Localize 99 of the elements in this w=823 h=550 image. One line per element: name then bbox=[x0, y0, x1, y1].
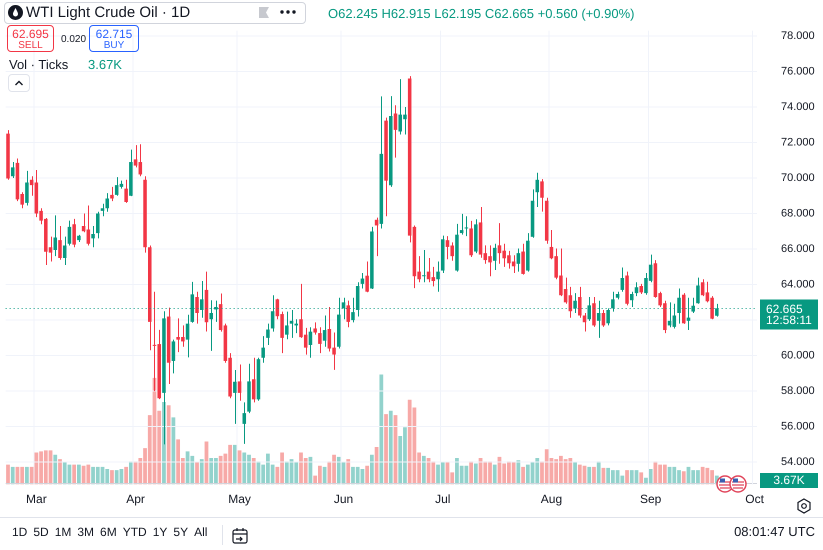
x-tick-label: Jun bbox=[334, 492, 354, 506]
annotation: 0.020 bbox=[61, 34, 86, 46]
candlestick bbox=[346, 300, 350, 328]
chart-title: WTI Light Crude Oil · 1D bbox=[26, 4, 190, 22]
candlestick bbox=[639, 283, 643, 294]
candlestick bbox=[521, 243, 525, 276]
y-tick-label: 72.000 bbox=[781, 136, 815, 149]
annotation: 3.67K bbox=[88, 57, 122, 73]
candlestick bbox=[374, 217, 378, 257]
candlestick bbox=[72, 218, 76, 248]
chart-title: Vol · Ticks bbox=[9, 57, 68, 73]
text: 12:58:11 bbox=[766, 313, 812, 328]
annotation: 62.695 bbox=[11, 27, 50, 41]
bar bbox=[516, 460, 520, 484]
candlestick bbox=[308, 326, 312, 358]
bar bbox=[76, 464, 81, 484]
bar bbox=[394, 415, 398, 484]
candlestick bbox=[238, 364, 242, 402]
bar bbox=[573, 462, 577, 484]
candlestick bbox=[172, 339, 176, 374]
bar bbox=[469, 461, 473, 484]
bar bbox=[602, 468, 606, 484]
bar bbox=[172, 417, 176, 484]
bar bbox=[124, 466, 128, 484]
bar bbox=[238, 450, 242, 484]
candlestick bbox=[516, 248, 520, 272]
bar bbox=[521, 466, 525, 484]
y-tick-label: 68.000 bbox=[781, 208, 815, 220]
candlestick bbox=[602, 309, 606, 328]
y-tick-label: 56.000 bbox=[781, 420, 815, 433]
annotation: 62.715 bbox=[94, 27, 134, 41]
y-tick-label: 70.000 bbox=[781, 172, 815, 184]
text: 1D 5D 1M 3M 6M YTD 1Y 5Y All bbox=[12, 525, 208, 539]
y-tick-label: 64.000 bbox=[781, 278, 815, 291]
candlestick bbox=[110, 186, 114, 202]
candlestick bbox=[261, 336, 265, 364]
text: 3.67K bbox=[760, 473, 818, 488]
annotation: BUY bbox=[102, 40, 126, 52]
candlestick bbox=[285, 311, 289, 340]
x-tick-label: Apr bbox=[126, 492, 145, 506]
ref-line-label: 62.665 bbox=[766, 302, 804, 316]
y-tick-label: 54.000 bbox=[781, 456, 815, 468]
candlestick bbox=[464, 216, 468, 237]
bar bbox=[370, 454, 374, 484]
candlestick bbox=[10, 162, 14, 179]
annotation: SELL bbox=[17, 40, 44, 52]
y-tick-label: 66.000 bbox=[781, 243, 815, 256]
text: O62.245 H62.915 L62.195 C62.665 +0.560 (+0.90%) bbox=[328, 6, 634, 22]
candlestick bbox=[58, 225, 62, 260]
x-tick-label: Mar bbox=[26, 492, 47, 506]
bar bbox=[176, 439, 180, 484]
candlestick bbox=[124, 179, 128, 204]
bar bbox=[204, 442, 208, 484]
x-tick-label: Sep bbox=[640, 492, 662, 506]
candlestick bbox=[540, 178, 544, 212]
bar bbox=[592, 466, 596, 484]
candlestick bbox=[620, 267, 624, 292]
y-tick-label: 74.000 bbox=[781, 101, 815, 114]
bar bbox=[374, 447, 378, 484]
x-tick-label: Jul bbox=[435, 492, 450, 506]
candlestick bbox=[252, 357, 256, 403]
candlestick bbox=[195, 291, 199, 324]
y-tick-label: 58.000 bbox=[781, 385, 815, 398]
candlestick bbox=[313, 322, 317, 336]
bar bbox=[318, 466, 322, 484]
candlestick bbox=[318, 326, 322, 354]
bar bbox=[195, 462, 199, 484]
text: 08:01:47 UTC bbox=[734, 524, 815, 540]
bar bbox=[625, 470, 629, 484]
candlestick bbox=[25, 170, 29, 206]
candlestick bbox=[266, 323, 270, 346]
bar bbox=[110, 470, 114, 484]
candlestick bbox=[592, 296, 596, 328]
bar bbox=[308, 456, 312, 484]
y-tick-label: 60.000 bbox=[781, 350, 815, 362]
candlestick bbox=[242, 402, 246, 444]
candlestick bbox=[436, 260, 440, 292]
candlestick bbox=[105, 192, 110, 212]
candlestick bbox=[394, 104, 398, 158]
candlestick bbox=[96, 211, 100, 239]
bar bbox=[464, 466, 468, 484]
bar bbox=[6, 464, 10, 484]
bar bbox=[25, 466, 29, 484]
candlestick bbox=[365, 260, 369, 293]
candlestick bbox=[233, 370, 237, 424]
candlestick bbox=[53, 214, 58, 257]
candlestick bbox=[322, 314, 326, 348]
bar bbox=[322, 466, 326, 484]
x-tick-label: Aug bbox=[540, 492, 562, 506]
candlestick bbox=[422, 249, 426, 283]
bar bbox=[384, 414, 388, 484]
x-tick-label: Oct bbox=[745, 492, 765, 506]
y-tick-label: 78.000 bbox=[781, 30, 815, 42]
y-tick-label: 76.000 bbox=[781, 65, 815, 78]
bar bbox=[58, 459, 62, 484]
candlestick bbox=[696, 277, 700, 304]
candlestick bbox=[492, 243, 497, 271]
x-tick-label: May bbox=[228, 492, 251, 506]
candlestick bbox=[91, 225, 95, 248]
